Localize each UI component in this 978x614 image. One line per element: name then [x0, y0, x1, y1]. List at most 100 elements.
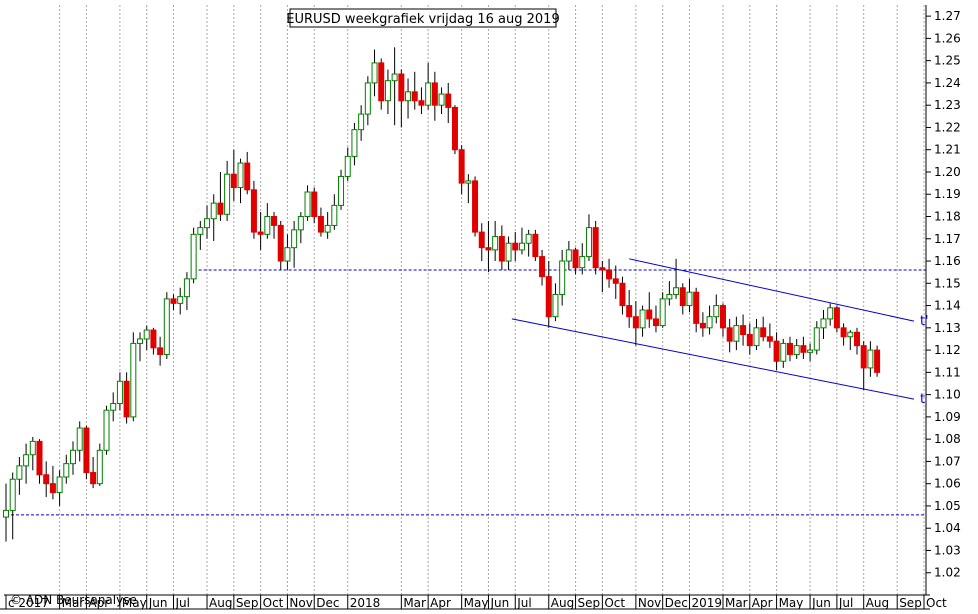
x-tick-label: Jun	[489, 596, 509, 610]
candle-body	[123, 380, 130, 418]
candle-body	[177, 296, 184, 304]
candle-body	[458, 149, 465, 184]
x-tick-label: Jun	[811, 596, 831, 610]
candle-body	[786, 342, 793, 356]
candle-body	[210, 202, 217, 220]
candle-body	[16, 465, 23, 480]
y-tick-label: 1.05	[934, 499, 961, 513]
candle-body	[338, 175, 345, 206]
y-axis: 1.02 1.03 1.04 1.05 1.06 1.07 1.08 1.09 1.10 1.11…	[926, 9, 961, 580]
candle-body	[820, 318, 827, 329]
candle-body	[659, 298, 666, 327]
y-tick-label: 1.21	[934, 143, 961, 157]
candle-body	[512, 242, 519, 251]
x-tick-label: May	[464, 596, 489, 610]
candle-body	[552, 293, 559, 318]
candle-body	[70, 449, 77, 465]
x-axis: c 2017 Mar Apr May Jun Jul Aug Sep Oct Nov Dec 2018…	[5, 595, 947, 610]
candle-body	[827, 307, 834, 320]
x-tick-label: Apr	[430, 596, 451, 610]
candle-body	[807, 349, 814, 353]
y-tick-label: 1.14	[934, 299, 961, 313]
y-tick-label: 1.17	[934, 232, 961, 246]
candle-body	[867, 349, 874, 369]
candle-body	[706, 316, 713, 329]
x-tick-label: Sep	[899, 596, 922, 610]
candle-body	[847, 331, 854, 338]
candle-body	[719, 305, 726, 329]
y-tick-label: 1.08	[934, 432, 961, 446]
y-tick-label: 1.02	[934, 566, 961, 580]
candle-body	[358, 113, 365, 131]
candle-body	[418, 100, 425, 106]
y-tick-label: 1.09	[934, 410, 961, 424]
candle-body	[183, 278, 190, 298]
candle-body	[498, 236, 505, 262]
x-tick-label: Jul	[516, 596, 531, 610]
y-tick-label: 1.22	[934, 120, 961, 134]
candle-body	[317, 216, 324, 233]
y-tick-label: 1.25	[934, 54, 961, 68]
candle-body	[116, 380, 123, 405]
candle-body	[291, 229, 298, 249]
candle-body	[378, 62, 385, 102]
candle-body	[250, 189, 257, 233]
candle-body	[793, 345, 800, 356]
trendlines: t' t	[511, 258, 929, 407]
candle-body	[405, 91, 412, 102]
x-tick-label: Aug	[209, 596, 232, 610]
candle-body	[351, 129, 358, 157]
candle-body	[699, 322, 706, 329]
y-tick-label: 1.13	[934, 321, 961, 335]
candles	[3, 47, 881, 542]
candle-body	[465, 180, 472, 184]
candle-body	[800, 345, 807, 353]
x-tick-label: Aug	[866, 596, 889, 610]
candle-body	[451, 106, 458, 151]
candle-body	[43, 474, 50, 485]
trendline	[511, 318, 915, 400]
candle-body	[431, 82, 438, 106]
trendline	[629, 258, 915, 322]
x-tick-label: Jul	[175, 596, 190, 610]
x-tick-label: 2018	[350, 596, 381, 610]
candle-body	[230, 173, 237, 189]
candle-body	[445, 93, 452, 108]
candle-body	[411, 91, 418, 102]
x-tick-label: Jul	[838, 596, 853, 610]
candle-body	[733, 325, 740, 342]
candle-body	[673, 287, 680, 295]
y-tick-label: 1.18	[934, 210, 961, 224]
x-tick-label: Dec	[665, 596, 688, 610]
candle-body	[204, 218, 211, 229]
candle-body	[29, 440, 36, 456]
candle-body	[766, 336, 773, 342]
candle-body	[646, 309, 653, 320]
candle-body	[137, 338, 144, 344]
candle-body	[740, 325, 747, 336]
candle-body	[384, 80, 391, 102]
candle-body	[606, 269, 613, 280]
candle-body	[679, 287, 686, 307]
candle-body	[518, 242, 525, 251]
y-tick-label: 1.03	[934, 543, 961, 557]
candle-body	[49, 483, 56, 494]
y-tick-label: 1.23	[934, 98, 961, 112]
candle-body	[83, 427, 90, 474]
candle-body	[3, 509, 9, 518]
candle-body	[304, 191, 311, 218]
x-tick-label: Oct	[926, 596, 947, 610]
candle-body	[391, 73, 398, 82]
y-tick-label: 1.07	[934, 454, 961, 468]
candle-body	[612, 278, 619, 284]
candle-body	[110, 403, 117, 411]
x-tick-label: Jun	[148, 596, 168, 610]
candle-body	[780, 342, 787, 362]
trendline-label: t	[920, 392, 925, 407]
y-tick-label: 1.10	[934, 388, 961, 402]
candle-body	[170, 298, 177, 304]
candle-body	[545, 276, 552, 318]
